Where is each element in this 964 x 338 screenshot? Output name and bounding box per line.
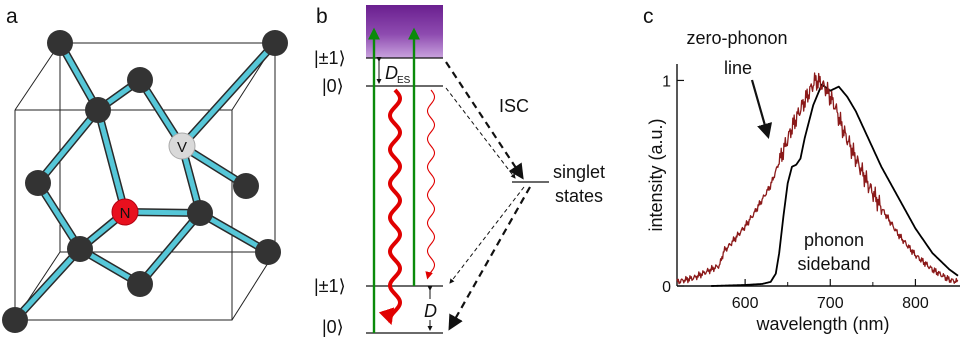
excited-0-label: |0⟩: [322, 76, 344, 96]
x-axis-label: wavelength (nm): [755, 314, 889, 334]
panel-a-label: a: [6, 5, 18, 28]
isc-arrow-singlet-to-0: [448, 186, 531, 331]
carbon-atom: [2, 307, 28, 333]
panel-b-label: b: [316, 5, 328, 28]
panel-c-label: c: [643, 5, 654, 28]
carbon-atom: [67, 236, 93, 262]
psb-annotation-line1: phonon: [804, 230, 864, 250]
carbon-atom: [233, 173, 259, 199]
excitation-arrows: [368, 27, 420, 333]
y-tick-label: 0: [662, 279, 671, 296]
carbon-atom: [255, 239, 281, 265]
x-tick-label: 700: [817, 295, 844, 312]
ground-0-label: |0⟩: [322, 317, 344, 337]
carbon-atom: [262, 30, 288, 56]
d-es-subscript: ES: [397, 75, 411, 86]
carbon-atom: [25, 170, 51, 196]
emission-arrow-0: [378, 88, 402, 326]
d-splitting: D: [424, 286, 437, 331]
d-es-symbol: D: [385, 63, 398, 83]
zpl-annotation-arrow: [750, 79, 773, 139]
nitrogen-label: N: [120, 205, 131, 222]
excited-band: [366, 5, 443, 58]
isc-arrow-singlet-to-pm1: [449, 186, 525, 284]
emission-arrows: [378, 88, 436, 326]
singlet-label-line2: states: [555, 186, 603, 206]
excited-pm1-label: |±1⟩: [314, 48, 346, 68]
vacancy-label: V: [177, 139, 187, 156]
vacancy-site: [168, 132, 196, 160]
isc-arrows: [445, 61, 531, 331]
y-axis-label: intensity (a.u.): [646, 118, 666, 231]
carbon-atom: [127, 271, 153, 297]
singlet-label-line1: singlet: [553, 162, 605, 182]
carbon-atoms: [2, 30, 288, 333]
isc-arrow-pm1-to-singlet: [445, 61, 524, 180]
nitrogen-atom: [111, 198, 139, 226]
ground-pm1-label: |±1⟩: [314, 276, 346, 296]
d-es-splitting: D ES: [376, 57, 411, 86]
isc-arrow-0-to-singlet: [445, 87, 516, 179]
carbon-atom: [85, 97, 111, 123]
zpl-annotation-line2: line: [724, 58, 752, 78]
zpl-annotation-line1: zero-phonon: [686, 28, 787, 48]
series-line-red: [676, 72, 959, 285]
x-tick-label: 800: [902, 295, 929, 312]
panel-b: b |±1⟩ |0⟩ |±1⟩ |0⟩ D ES D: [314, 5, 605, 337]
isc-label: ISC: [499, 96, 529, 116]
emission-arrow-pm1: [425, 89, 436, 280]
carbon-atom: [187, 200, 213, 226]
carbon-atom: [127, 67, 153, 93]
y-tick-label: 1: [662, 73, 671, 90]
series-line-black: [711, 83, 959, 287]
panel-c: c 600 700 800 0 1 wavelength (nm) intensity…: [643, 5, 960, 334]
panel-a: a: [2, 5, 288, 333]
psb-annotation-line2: sideband: [797, 254, 870, 274]
carbon-atom: [47, 30, 73, 56]
x-tick-label: 600: [732, 295, 759, 312]
d-symbol: D: [424, 301, 437, 321]
spectrum-chart: 600 700 800 0 1: [662, 64, 960, 312]
